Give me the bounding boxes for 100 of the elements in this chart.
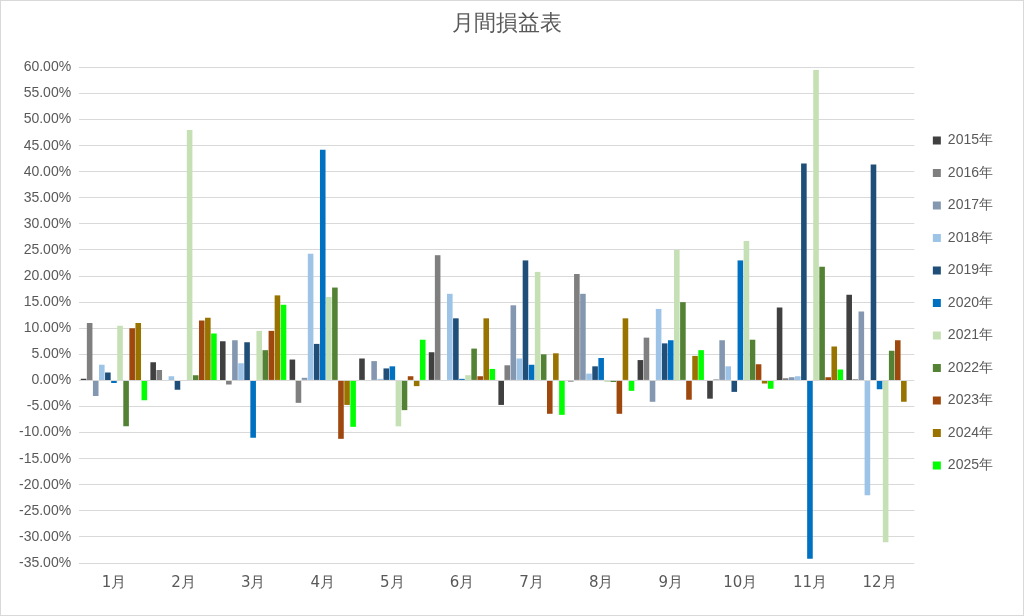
bar xyxy=(674,249,680,380)
legend-label: 2018年 xyxy=(947,228,994,245)
y-tick-label: 15.00% xyxy=(23,293,72,310)
bar xyxy=(719,340,725,380)
bar xyxy=(483,318,490,380)
y-tick-label: 10.00% xyxy=(23,319,72,336)
bar xyxy=(776,307,783,380)
bar xyxy=(649,380,656,402)
x-tick-label: 7月 xyxy=(519,572,544,591)
bar xyxy=(453,318,459,380)
x-tick-label: 8月 xyxy=(588,572,614,591)
y-tick-label: 5.00% xyxy=(31,345,72,362)
bar xyxy=(428,352,435,380)
bar xyxy=(123,380,129,427)
bar xyxy=(737,260,744,380)
bar xyxy=(332,287,338,380)
bar xyxy=(226,380,232,385)
bar xyxy=(707,380,713,399)
bar xyxy=(825,377,831,380)
legend-label: 2023年 xyxy=(947,391,994,408)
bar xyxy=(250,380,256,438)
bar xyxy=(326,296,332,380)
bar xyxy=(592,366,598,380)
bar xyxy=(846,294,852,380)
bar xyxy=(870,164,877,380)
x-tick-label: 9月 xyxy=(658,572,684,591)
bar xyxy=(477,376,483,380)
bar xyxy=(434,255,441,380)
bar xyxy=(637,360,644,380)
bar xyxy=(319,149,326,380)
bar xyxy=(344,380,350,405)
y-tick-label: 25.00% xyxy=(23,240,72,257)
bar xyxy=(546,380,553,414)
bar xyxy=(680,302,686,380)
bar xyxy=(510,305,517,380)
bar xyxy=(725,366,731,380)
x-tick-label: 12月 xyxy=(862,572,897,591)
legend-label: 2020年 xyxy=(947,293,994,310)
y-tick-label: 35.00% xyxy=(23,188,72,205)
bar xyxy=(801,163,807,380)
bar xyxy=(205,317,211,380)
legend-label: 2022年 xyxy=(947,358,994,375)
y-tick-label: 45.00% xyxy=(23,136,72,153)
x-tick-label: 5月 xyxy=(380,572,405,591)
bar xyxy=(274,295,281,380)
y-tick-label: -5.00% xyxy=(26,397,72,414)
x-tick-label: 1月 xyxy=(101,572,127,591)
legend-label: 2021年 xyxy=(947,326,994,343)
bar xyxy=(471,348,477,380)
bar xyxy=(238,363,244,380)
bar xyxy=(383,368,390,380)
y-tick-label: 50.00% xyxy=(23,110,72,127)
bar xyxy=(540,354,547,380)
bar xyxy=(86,323,93,380)
bar xyxy=(743,241,750,380)
bar xyxy=(407,376,414,380)
bar xyxy=(559,380,565,415)
bar xyxy=(894,340,901,380)
x-tick-label: 3月 xyxy=(240,572,266,591)
bar xyxy=(99,364,105,380)
y-tick-label: 60.00% xyxy=(23,58,72,75)
bar xyxy=(313,343,320,380)
bar xyxy=(622,318,629,380)
bar xyxy=(150,362,156,380)
bar xyxy=(105,372,111,380)
bar xyxy=(598,357,604,380)
bar xyxy=(117,325,123,380)
bar xyxy=(574,273,580,380)
bar xyxy=(489,368,496,380)
bar xyxy=(795,376,801,380)
bar xyxy=(186,130,193,380)
bar xyxy=(767,380,774,389)
bar xyxy=(813,70,819,380)
y-tick-label: 0.00% xyxy=(31,371,72,388)
y-tick-label: 40.00% xyxy=(23,162,72,179)
bar xyxy=(135,323,142,380)
bar xyxy=(586,373,592,380)
legend-label: 2019年 xyxy=(947,261,994,278)
x-tick-label: 10月 xyxy=(723,572,758,591)
bar xyxy=(211,333,217,380)
bar xyxy=(761,380,768,384)
y-tick-label: -15.00% xyxy=(18,449,72,466)
y-tick-label: -35.00% xyxy=(18,553,72,570)
bar xyxy=(837,369,844,380)
bar xyxy=(522,260,529,380)
bar xyxy=(338,380,344,439)
x-tick-label: 11月 xyxy=(792,572,827,591)
y-tick-label: -20.00% xyxy=(18,475,72,492)
bar xyxy=(192,375,199,380)
y-tick-label: 20.00% xyxy=(23,266,72,283)
bar xyxy=(755,364,762,380)
legend-label: 2015年 xyxy=(947,131,994,148)
x-tick-label: 4月 xyxy=(310,572,336,591)
bar xyxy=(371,361,377,380)
y-tick-label: 55.00% xyxy=(23,84,72,101)
bar xyxy=(262,350,269,380)
bar xyxy=(168,376,175,380)
legend-label: 2025年 xyxy=(947,456,994,473)
bar xyxy=(419,339,426,380)
y-tick-label: -30.00% xyxy=(18,527,72,544)
